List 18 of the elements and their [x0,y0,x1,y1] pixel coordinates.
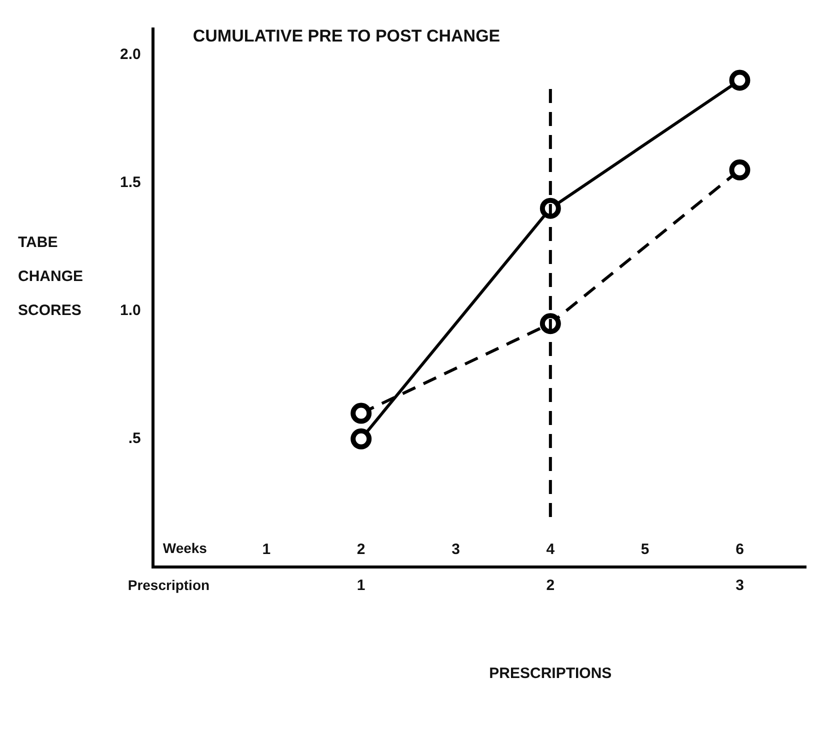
x-tick-label: 4 [546,541,556,558]
x2-axis-title: Prescription [128,576,210,593]
x-tick-label: 3 [452,541,460,558]
x-tick-label: 2 [356,541,366,558]
x-axis-title: Weeks [162,540,208,556]
x-tick-label: 1 [262,541,271,558]
x-tick-label: 5 [640,541,650,558]
y-tick-label: 2.0 [120,46,141,63]
x2-tick-label: 1 [356,577,366,594]
y-tick-label: .5 [128,430,141,448]
y-tick-label: 1.5 [120,174,141,191]
x2-tick-label: 3 [736,577,744,594]
text: PRESCRIPTIONS [489,665,612,682]
y-tick-label: 1.0 [120,302,141,319]
x-tick-label: 6 [736,541,744,558]
x2-tick-label: 2 [546,577,555,594]
chart-title: CUMULATIVE PRE TO POST CHANGE [192,26,500,46]
y-axis-title: TABE CHANGE SCORES [18,234,84,319]
